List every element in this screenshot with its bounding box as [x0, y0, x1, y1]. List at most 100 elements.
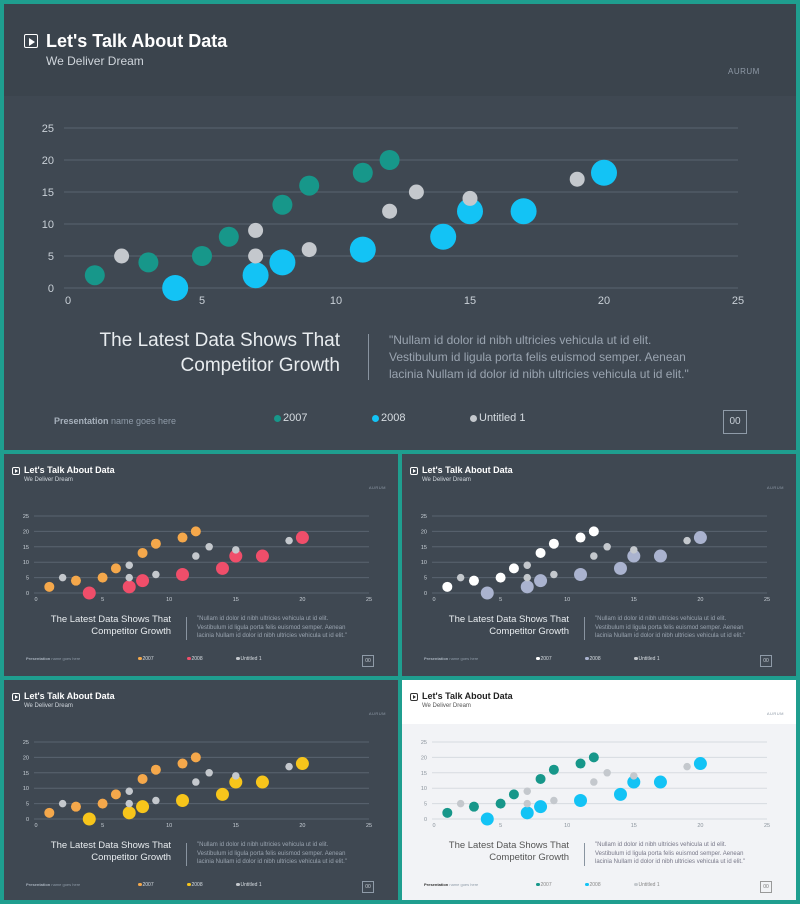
variant-slide-light[interactable]: Let's Talk About Data We Deliver Dream A… [402, 680, 796, 900]
data-point [693, 531, 707, 545]
y-tick-label: 10 [421, 786, 427, 792]
data-point [575, 532, 586, 543]
bubble-chart: 0 5 10 15 20 25 0 5 10 15 20 25 [23, 514, 372, 603]
variant-slide-orange-red[interactable]: Let's Talk About Data We Deliver Dream A… [4, 454, 398, 676]
x-tick-label: 15 [631, 823, 637, 829]
data-point [442, 807, 453, 818]
data-point [523, 573, 531, 582]
x-tick-label: 0 [432, 823, 435, 829]
data-point [510, 198, 537, 225]
data-point [177, 758, 188, 769]
quote-line: lacinia Nullam id dolor id nibh ultricie… [197, 859, 347, 865]
brand-label: AURUM [766, 711, 784, 716]
x-tick-label: 25 [366, 823, 372, 829]
footer-bold: Presentation [424, 882, 449, 887]
x-tick-label: 15 [631, 597, 637, 603]
data-point [535, 773, 546, 784]
divider [584, 843, 585, 866]
quote: "Nullam id dolor id nibh ultricies vehic… [595, 615, 745, 641]
quote: "Nullam id dolor id nibh ultricies vehic… [595, 841, 745, 867]
legend-label: 2008 [589, 882, 601, 888]
data-point [352, 162, 373, 183]
page-number: 00 [362, 655, 374, 667]
data-point [630, 546, 638, 554]
legend-item-untitled: Untitled 1 [236, 882, 262, 888]
main-slide: Let's Talk About Data We Deliver Dream A… [4, 4, 796, 450]
data-point [125, 573, 133, 582]
legend-label: 2007 [142, 882, 154, 888]
data-point [215, 787, 229, 801]
play-icon[interactable] [12, 467, 20, 475]
y-tick-label: 20 [23, 755, 29, 761]
slide-title: Let's Talk About Data [422, 465, 513, 475]
headline-line: The Latest Data Shows That [99, 330, 340, 351]
data-point [534, 800, 548, 814]
legend-label: Untitled 1 [479, 412, 526, 424]
x-tick-label: 25 [732, 295, 744, 307]
data-point [575, 758, 586, 769]
quote-line: Vestibulum id ligula porta felis euismod… [595, 850, 744, 857]
y-tick-label: 10 [42, 219, 54, 231]
data-point [44, 807, 55, 818]
quote-line: "Nullam id dolor id nibh ultricies vehic… [389, 333, 652, 347]
data-point [114, 248, 130, 264]
variant-slide-white-lavender[interactable]: Let's Talk About Data We Deliver Dream A… [402, 454, 796, 676]
slide-subtitle: We Deliver Dream [24, 703, 73, 709]
legend-dot [634, 656, 638, 661]
legend-dot [585, 656, 589, 661]
x-tick-label: 20 [299, 597, 305, 603]
y-tick-label: 0 [424, 591, 427, 597]
data-point [58, 799, 67, 808]
data-point [382, 203, 398, 219]
data-point [534, 574, 548, 588]
data-point [574, 568, 588, 582]
variant-slide-orange-yellow[interactable]: Let's Talk About Data We Deliver Dream A… [4, 680, 398, 900]
bubble-chart: 0 5 10 15 20 25 0 5 10 15 20 25 [23, 740, 372, 829]
legend-dot [187, 656, 191, 661]
play-icon[interactable] [12, 693, 20, 701]
legend-item-2008: 2008 [585, 656, 601, 662]
legend-label: 2007 [540, 882, 552, 888]
x-tick-label: 15 [464, 295, 476, 307]
data-point [683, 762, 691, 771]
y-tick-label: 15 [42, 187, 54, 199]
legend-dot [536, 656, 540, 661]
x-tick-label: 25 [764, 823, 770, 829]
data-point [468, 575, 479, 586]
data-point [301, 242, 317, 258]
data-point [495, 572, 506, 583]
data-point [349, 236, 376, 263]
data-point [248, 248, 264, 264]
data-point [255, 549, 269, 563]
data-point [152, 796, 160, 805]
headline-line: The Latest Data Shows That [448, 840, 569, 851]
data-point [456, 573, 465, 582]
play-icon[interactable] [410, 467, 418, 475]
play-icon[interactable] [410, 693, 418, 701]
y-tick-label: 15 [23, 771, 29, 777]
y-tick-label: 10 [421, 560, 427, 566]
y-tick-label: 15 [421, 545, 427, 551]
legend-label: 2008 [191, 882, 203, 888]
legend-dot [138, 656, 142, 661]
data-point [590, 552, 598, 560]
slide-title: Let's Talk About Data [24, 465, 115, 475]
data-point [177, 532, 188, 543]
legend-item-2007: 2007 [138, 656, 154, 662]
legend-label: Untitled 1 [638, 882, 660, 888]
data-point [125, 787, 133, 796]
brand-label: AURUM [368, 485, 386, 490]
headline: The Latest Data Shows That Competitor Gr… [449, 840, 569, 864]
play-icon[interactable] [24, 34, 38, 48]
y-tick-label: 0 [26, 591, 29, 597]
x-tick-label: 10 [166, 823, 172, 829]
data-point [523, 799, 531, 808]
data-point [122, 806, 136, 820]
quote-line: Vestibulum id ligula porta felis euismod… [389, 350, 686, 364]
data-point [535, 547, 546, 558]
footer-bold: Presentation [26, 882, 51, 887]
quote-line: lacinia Nullam id dolor id nibh ultricie… [389, 367, 689, 381]
data-point [125, 799, 133, 808]
data-point [480, 586, 494, 600]
x-tick-label: 20 [697, 597, 703, 603]
